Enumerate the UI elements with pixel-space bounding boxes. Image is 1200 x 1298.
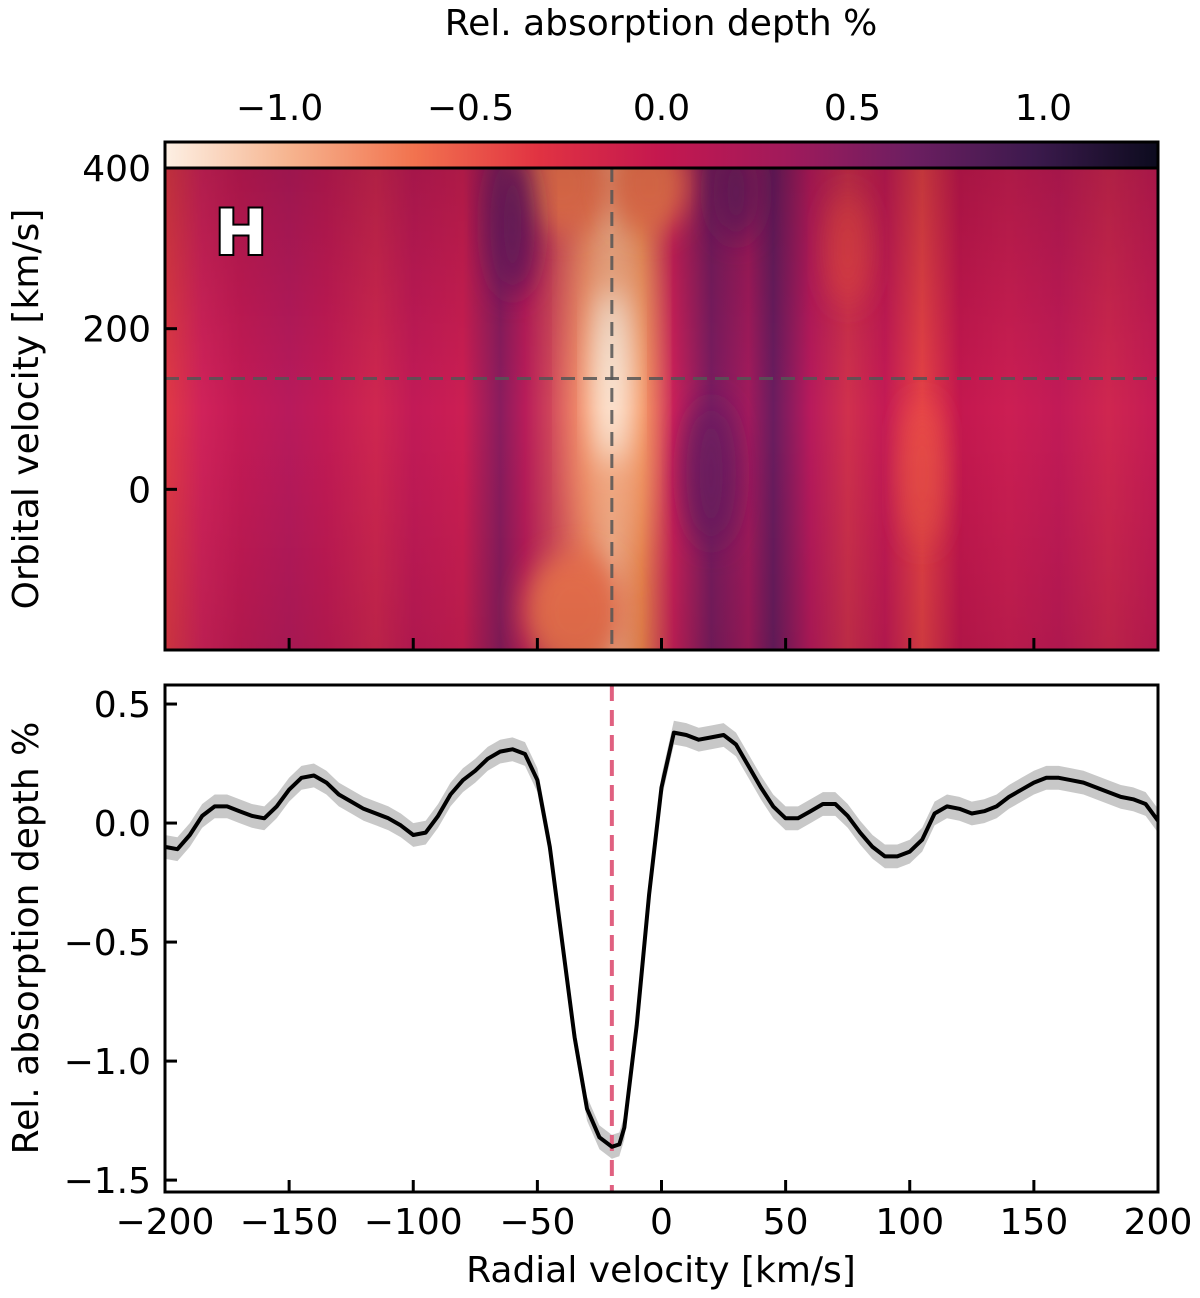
line-plot-x-tick-label: 50 <box>763 1202 809 1243</box>
line-plot-y-tick-label: −1.0 <box>64 1042 151 1083</box>
line-plot-frame <box>163 683 1160 1194</box>
colorbar-tick-label: 1.0 <box>1015 88 1072 129</box>
line-plot <box>164 685 1160 1192</box>
uncertainty-band <box>165 720 1158 1159</box>
heatmap-y-tick-label: 200 <box>82 310 151 351</box>
line-plot-x-tick-label: 100 <box>875 1202 944 1243</box>
line-plot-ticks <box>165 702 1036 1192</box>
heatmap-y-tick-labels: 0 200 400 <box>82 149 151 511</box>
line-plot-x-tick-label: −150 <box>240 1202 339 1243</box>
absorption-line <box>164 730 1160 1149</box>
heatmap-ticks <box>165 166 1036 650</box>
line-plot-x-tick-label: 150 <box>1000 1202 1069 1243</box>
line-plot-y-axis-title: Rel. absorption depth % <box>6 722 47 1155</box>
line-plot-x-tick-label: −50 <box>499 1202 575 1243</box>
colorbar-tick-label: 0.0 <box>633 88 690 129</box>
colorbar-tick-label: −1.0 <box>236 88 323 129</box>
heatmap-y-tick-label: 0 <box>128 470 151 511</box>
line-plot-y-tick-label: −0.5 <box>64 923 151 964</box>
line-plot-x-tick-label: 0 <box>650 1202 673 1243</box>
heatmap-shading <box>165 168 1158 650</box>
line-plot-y-tick-labels: −1.5 −1.0 −0.5 0.0 0.5 <box>64 685 151 1202</box>
heatmap-markers <box>165 168 1158 650</box>
heatmap-y-tick-label: 400 <box>82 149 151 190</box>
colorbar <box>163 140 1160 170</box>
line-plot-y-tick-label: 0.0 <box>94 804 151 845</box>
colorbar-tick-labels: −1.0 −0.5 0.0 0.5 1.0 <box>236 88 1072 129</box>
line-plot-x-tick-label: 200 <box>1124 1202 1193 1243</box>
panel-label: H <box>215 196 267 269</box>
line-plot-x-tick-labels: −200 −150 −100 −50 0 50 100 150 200 <box>116 1202 1193 1243</box>
line-plot-y-tick-label: 0.5 <box>94 685 151 726</box>
line-plot-y-tick-label: −1.5 <box>64 1161 151 1202</box>
colorbar-tick-label: 0.5 <box>824 88 881 129</box>
colorbar-tick-label: −0.5 <box>427 88 514 129</box>
line-plot-x-tick-label: −100 <box>364 1202 463 1243</box>
heatmap-y-axis-title: Orbital velocity [km/s] <box>6 209 47 610</box>
colorbar-title: Rel. absorption depth % <box>445 3 878 44</box>
line-plot-x-tick-label: −200 <box>116 1202 215 1243</box>
x-axis-title: Radial velocity [km/s] <box>466 1250 856 1291</box>
heatmap <box>165 168 1158 650</box>
